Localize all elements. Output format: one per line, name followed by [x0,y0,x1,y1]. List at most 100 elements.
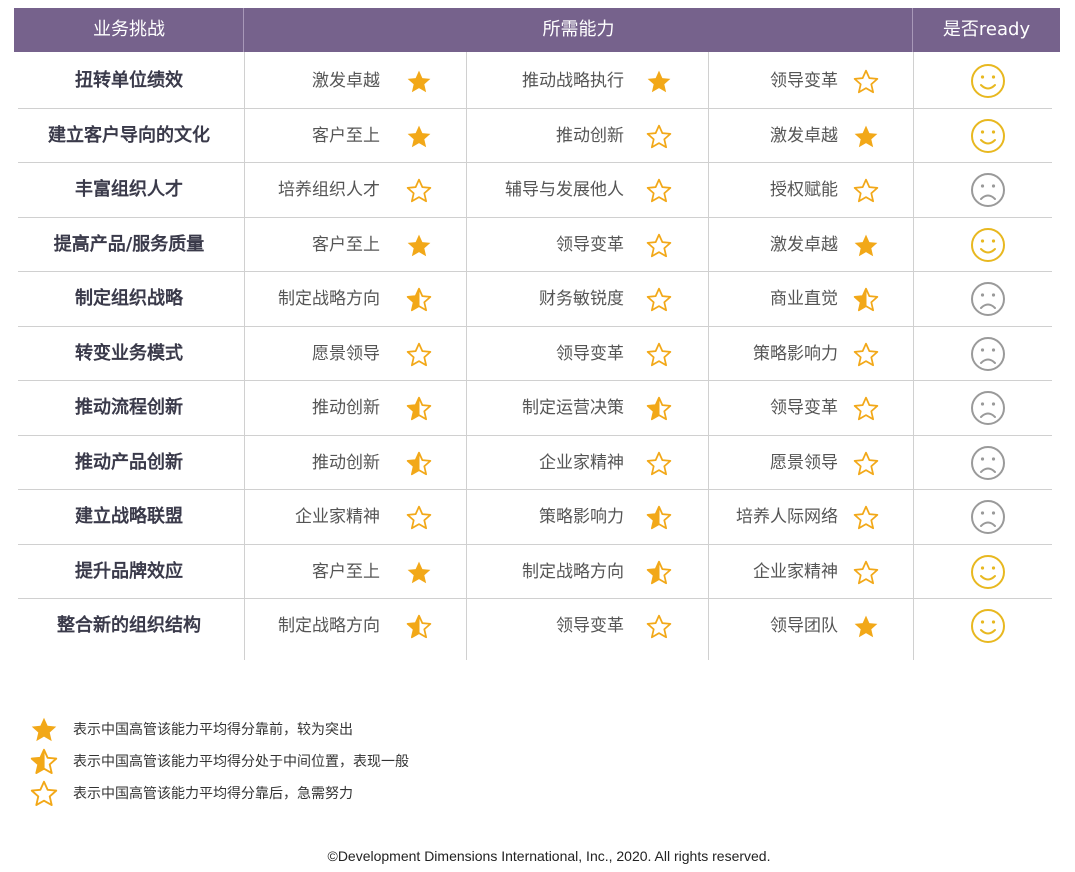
capability-name: 领导变革 [556,616,624,636]
capability-name: 领导变革 [556,234,624,255]
empty-star-icon [853,396,879,422]
capability-name: 企业家精神 [539,452,624,473]
sad-face-icon [970,390,1006,426]
sad-face-icon [970,445,1006,481]
table-row: 转变业务模式 愿景领导 领导变革 策略影响力 [0,327,1075,381]
capability-name: 激发卓越 [770,234,838,255]
empty-star-icon [853,560,879,586]
capability-name: 客户至上 [312,234,380,255]
capability-name: 企业家精神 [753,561,838,582]
empty-star-icon [853,69,879,95]
capability-name: 制定战略方向 [278,289,380,309]
full-star-icon [406,124,432,150]
empty-star-icon [853,451,879,477]
business-challenge: 建立客户导向的文化 [48,124,210,146]
half-star-icon [406,396,432,422]
header-capabilities: 所需能力 [542,19,615,40]
capability-name: 推动创新 [312,398,380,418]
row-divider [18,598,1052,599]
row-divider [18,380,1052,381]
capability-name: 财务敏锐度 [539,289,624,309]
capability-name: 培养组织人才 [278,180,380,200]
capability-name: 制定运营决策 [522,398,624,418]
table-row: 扭转单位绩效 激发卓越 推动战略执行 领导变革 [0,54,1075,109]
full-star-icon [853,124,879,150]
half-star-icon [406,614,432,640]
row-divider [18,489,1052,490]
column-divider [913,52,914,660]
sad-face-icon [970,281,1006,317]
smiley-face-icon [970,63,1006,99]
empty-star-icon [406,342,432,368]
header-divider [912,8,913,52]
empty-star-icon [646,287,672,313]
empty-star-icon [646,233,672,259]
column-divider [708,52,709,660]
table-header: 业务挑战 所需能力 是否ready [14,8,1060,52]
capability-name: 客户至上 [312,561,380,582]
smiley-face-icon [970,608,1006,644]
capability-name: 制定战略方向 [278,616,380,636]
header-challenge: 业务挑战 [93,19,165,40]
capability-name: 愿景领导 [770,452,838,473]
capability-name: 推动创新 [312,452,380,473]
business-challenge: 建立战略联盟 [75,506,183,527]
business-challenge: 提高产品/服务质量 [53,233,205,255]
half-star-icon [853,287,879,313]
legend-text: 表示中国高管该能力平均得分靠后，急需努力 [73,786,353,802]
capability-name: 策略影响力 [753,343,838,364]
empty-star-icon [853,178,879,204]
half-star-icon [646,505,672,531]
capability-name: 企业家精神 [295,507,380,527]
capability-name: 推动创新 [556,125,624,146]
full-star-icon [406,69,432,95]
table-row: 建立战略联盟 企业家精神 策略影响力 培养人际网络 [0,490,1075,545]
capability-name: 辅导与发展他人 [505,180,624,200]
table-row: 建立客户导向的文化 客户至上 推动创新 激发卓越 [0,109,1075,163]
sad-face-icon [970,172,1006,208]
business-challenge: 扭转单位绩效 [75,70,183,91]
row-divider [18,162,1052,163]
smiley-face-icon [970,554,1006,590]
full-star-icon [646,69,672,95]
half-star-icon [646,396,672,422]
capability-name: 领导团队 [770,616,838,636]
empty-star-icon [646,178,672,204]
table-row: 制定组织战略 制定战略方向 财务敏锐度 商业直觉 [0,272,1075,327]
full-star-icon [853,614,879,640]
row-divider [18,271,1052,272]
half-star-icon [406,287,432,313]
empty-star-icon [853,342,879,368]
table-row: 推动产品创新 推动创新 企业家精神 愿景领导 [0,436,1075,490]
business-challenge: 丰富组织人才 [75,179,183,200]
business-challenge: 制定组织战略 [75,288,183,309]
empty-star-icon [646,124,672,150]
row-divider [18,216,1052,218]
empty-star-icon [646,451,672,477]
business-challenge: 推动产品创新 [75,451,183,473]
capability-name: 推动战略执行 [522,71,624,91]
empty-star-icon [406,178,432,204]
column-divider [244,52,245,660]
empty-star-icon [406,505,432,531]
empty-star-icon [853,505,879,531]
capability-name: 激发卓越 [770,125,838,146]
capability-name: 领导变革 [770,398,838,418]
full-star-icon [406,560,432,586]
capability-name: 制定战略方向 [522,561,624,582]
business-challenge: 整合新的组织结构 [57,615,201,636]
row-divider [18,434,1052,436]
sad-face-icon [970,336,1006,372]
business-challenge: 转变业务模式 [75,342,183,364]
capability-name: 愿景领导 [312,343,380,364]
business-challenge: 推动流程创新 [75,397,183,418]
capability-name: 领导变革 [770,71,838,91]
copyright-footer: ©Development Dimensions International, I… [327,848,771,864]
full-star-icon [853,233,879,259]
row-divider [18,325,1052,327]
legend-text: 表示中国高管该能力平均得分靠前，较为突出 [73,722,353,738]
table-row: 提升品牌效应 客户至上 制定战略方向 企业家精神 [0,545,1075,599]
empty-star-icon [646,614,672,640]
capability-name: 授权赋能 [770,180,838,200]
legend-text: 表示中国高管该能力平均得分处于中间位置，表现一般 [73,754,409,770]
